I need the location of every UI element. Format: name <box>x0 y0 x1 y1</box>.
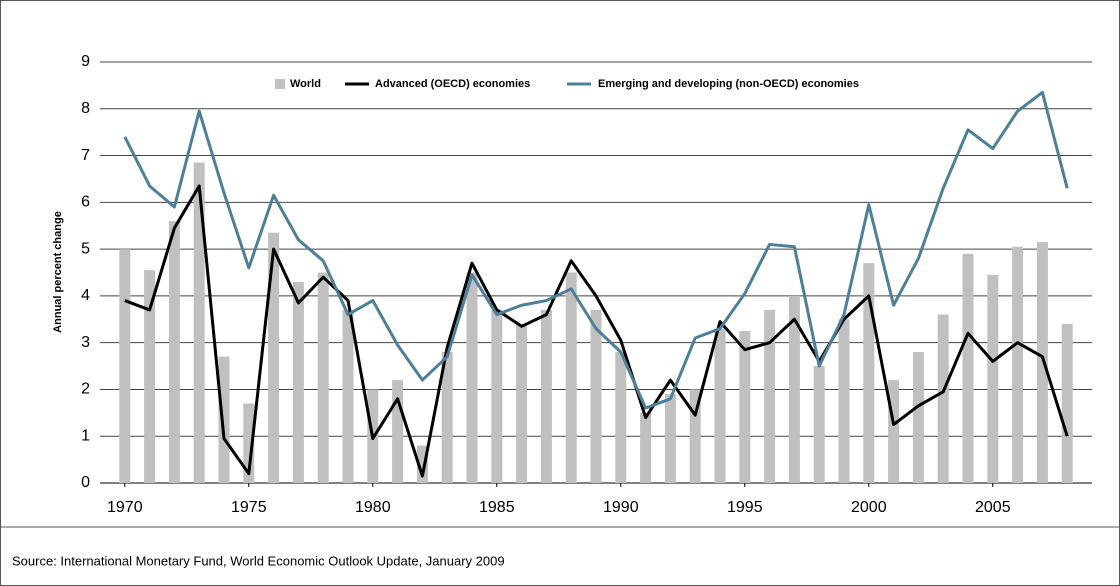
x-tick-label: 2005 <box>975 499 1011 516</box>
bar <box>243 403 255 483</box>
x-tick-label: 2000 <box>851 499 887 516</box>
y-tick-label: 0 <box>81 474 90 491</box>
y-axis-label: Annual percent change <box>52 211 64 333</box>
bar <box>739 330 751 483</box>
bar <box>788 295 800 483</box>
y-tick-label: 7 <box>81 147 90 164</box>
x-tick-label: 1990 <box>603 499 639 516</box>
bar <box>937 314 949 483</box>
bar <box>1036 242 1048 483</box>
bar <box>292 281 304 483</box>
bar <box>813 366 825 483</box>
bar <box>268 232 280 483</box>
y-tick-label: 5 <box>81 240 90 257</box>
x-tick-label: 1980 <box>355 499 391 516</box>
bar <box>342 309 354 483</box>
bar <box>615 352 627 483</box>
bar <box>664 394 676 483</box>
line <box>123 90 1069 410</box>
bar <box>392 380 404 483</box>
bar <box>491 309 503 483</box>
y-tick-label: 6 <box>81 194 90 211</box>
bar <box>590 309 602 483</box>
bar <box>441 352 453 483</box>
bar <box>962 253 974 483</box>
line <box>124 184 1069 478</box>
y-tick-label: 4 <box>81 287 90 304</box>
bar <box>466 272 478 483</box>
x-tick-label: 1995 <box>727 499 763 516</box>
bar <box>863 263 875 483</box>
bar <box>1012 246 1024 483</box>
legend-label: World <box>290 78 321 90</box>
y-tick-label: 9 <box>81 53 90 70</box>
legend-label: Emerging and developing (non-OECD) econo… <box>598 78 859 90</box>
y-tick-label: 3 <box>81 334 90 351</box>
bar <box>714 328 726 483</box>
source: Source: International Monetary Fund, Wor… <box>12 553 505 568</box>
bar <box>764 309 776 483</box>
y-tick-label: 2 <box>81 381 90 398</box>
bar <box>888 380 900 483</box>
bar <box>640 412 652 483</box>
bar <box>218 356 230 483</box>
x-tick-label: 1970 <box>107 499 143 516</box>
legend-swatch <box>275 79 285 89</box>
bar <box>119 249 131 483</box>
bar <box>987 274 999 483</box>
bar <box>689 389 701 483</box>
bar <box>516 323 528 483</box>
bar <box>416 445 428 483</box>
legend-label: Advanced (OECD) economies <box>375 78 530 90</box>
bar <box>168 221 180 484</box>
x-tick-label: 1975 <box>231 499 267 516</box>
bar <box>144 270 156 483</box>
y-tick-label: 8 <box>81 100 90 117</box>
bar <box>565 272 577 483</box>
bar <box>317 272 329 483</box>
bar <box>193 162 205 484</box>
bar <box>912 352 924 483</box>
bar <box>838 319 850 483</box>
y-tick-label: 1 <box>81 427 90 444</box>
x-tick-label: 1985 <box>479 499 515 516</box>
bar <box>1061 323 1073 483</box>
bar <box>540 309 552 483</box>
